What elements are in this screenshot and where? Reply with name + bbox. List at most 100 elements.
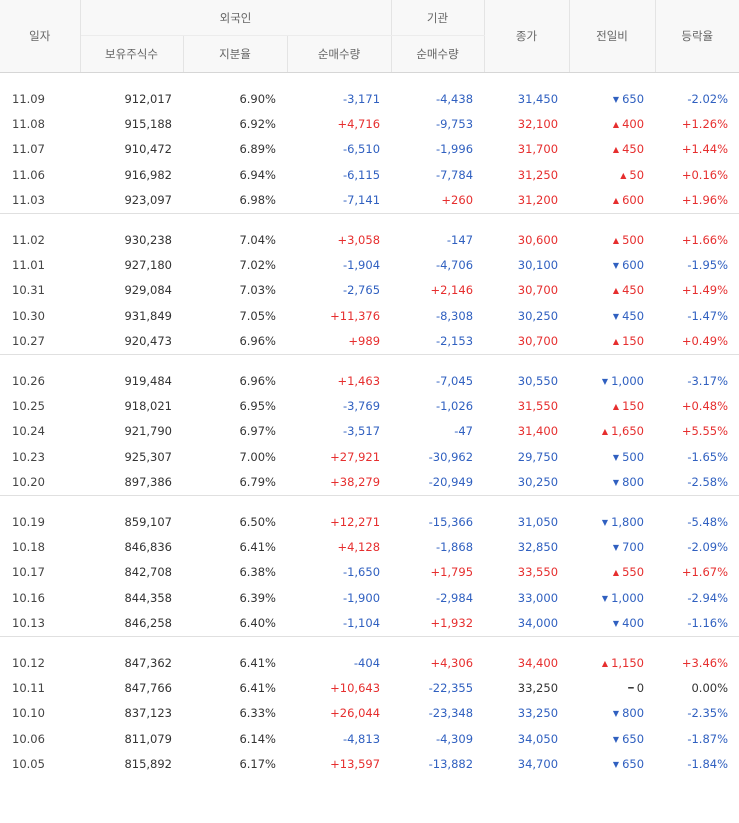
share-cell: 6.96%	[239, 373, 276, 388]
foreign-net-cell: -4,813	[342, 731, 381, 746]
table-body: 11.09 912,017 6.90% -3,171 -4,438 31,450 ▼ 650-…	[0, 73, 739, 777]
foreign-net-cell: -6,115	[342, 167, 381, 182]
change-cell: ▲ 50	[569, 162, 655, 187]
change-cell: ▲ 1,650	[569, 419, 655, 444]
table-row: 10.18 846,836 6.41% +4,128 -1,868 32,850 ▼ 700 -…	[0, 534, 739, 559]
change-value: 1,000	[611, 590, 645, 605]
date-cell: 10.20	[12, 475, 45, 490]
foreign-net-cell: -1,650	[342, 565, 381, 580]
inst-net-cell: -1,996	[435, 142, 474, 157]
change-cell: ▲ 600	[569, 188, 655, 214]
change-cell: ▼ 450	[569, 303, 655, 328]
share-cell: 6.95%	[239, 398, 276, 413]
holdings-cell: 897,386	[124, 475, 172, 490]
foreign-net-cell: +38,279	[330, 475, 381, 490]
triangle-up-icon: ▲	[612, 235, 620, 245]
triangle-up-icon: ▲	[612, 145, 620, 155]
header-rate: 등락율	[655, 0, 739, 73]
inst-net-cell: -7,045	[435, 373, 474, 388]
triangle-up-icon: ▲	[601, 658, 609, 668]
share-cell: 6.33%	[239, 706, 276, 721]
change-value: 150	[622, 398, 645, 413]
date-cell: 10.06	[12, 731, 45, 746]
holdings-cell: 910,472	[124, 142, 172, 157]
change-value: 450	[622, 308, 645, 323]
header-share: 지분율	[183, 35, 288, 73]
foreign-net-cell: -7,141	[342, 193, 381, 208]
table-row: 10.23 925,307 7.00% +27,921 -30,962 29,750 ▼ 50…	[0, 444, 739, 469]
triangle-down-icon: ▼	[612, 478, 620, 488]
share-cell: 6.41%	[239, 680, 276, 695]
table-row: 10.12 847,362 6.41% -404 +4,306 34,400 ▲ 1,150 +…	[0, 650, 739, 675]
change-cell: ▼ 1,000	[569, 368, 655, 393]
change-value: 800	[622, 475, 645, 490]
date-cell: 10.17	[12, 565, 45, 580]
inst-net-cell: -8,308	[435, 308, 474, 323]
triangle-down-icon: ▼	[601, 593, 609, 603]
table-row: 11.06 916,982 6.94% -6,115 -7,784 31,250 ▲ 50 +0…	[0, 162, 739, 187]
holdings-cell: 846,836	[124, 539, 172, 554]
close-price-cell: 30,250	[517, 308, 559, 323]
change-cell: ▼ 500	[569, 444, 655, 469]
share-cell: 6.89%	[239, 142, 276, 157]
header-change: 전일비	[569, 0, 656, 73]
close-price-cell: 31,550	[517, 398, 559, 413]
change-value: 50	[629, 167, 645, 182]
change-value: 1,650	[611, 424, 645, 439]
header-foreign-net: 순매수량	[287, 35, 392, 73]
table-row: 11.02 930,238 7.04% +3,058 -147 30,600 ▲ 500 +1.…	[0, 227, 739, 252]
date-cell: 10.11	[12, 680, 45, 695]
rate-cell: +1.49%	[681, 283, 729, 298]
change-cell: ▲ 150	[569, 393, 655, 418]
share-cell: 6.94%	[239, 167, 276, 182]
inst-net-cell: -20,949	[428, 475, 474, 490]
holdings-cell: 916,982	[124, 167, 172, 182]
table-row: 11.08 915,188 6.92% +4,716 -9,753 32,100 ▲ 400 +…	[0, 111, 739, 136]
inst-net-cell: -15,366	[428, 514, 474, 529]
triangle-up-icon: ▲	[612, 401, 620, 411]
foreign-net-cell: -404	[353, 655, 381, 670]
triangle-up-icon: ▲	[612, 337, 620, 347]
change-cell: ▲ 400	[569, 111, 655, 136]
triangle-down-icon: ▼	[612, 709, 620, 719]
date-cell: 11.09	[12, 91, 45, 106]
change-cell: ▲ 450	[569, 137, 655, 162]
change-cell: ▲ 500	[569, 227, 655, 252]
holdings-cell: 847,362	[124, 655, 172, 670]
triangle-up-icon: ▲	[612, 568, 620, 578]
foreign-net-cell: +27,921	[330, 449, 381, 464]
inst-net-cell: -147	[446, 232, 474, 247]
close-price-cell: 34,050	[517, 731, 559, 746]
group-spacer	[0, 73, 739, 87]
date-cell: 11.01	[12, 258, 45, 273]
change-value: 650	[622, 91, 645, 106]
date-cell: 10.18	[12, 539, 45, 554]
header-date: 일자	[0, 0, 81, 73]
foreign-net-cell: +1,463	[337, 373, 381, 388]
inst-net-cell: -4,438	[435, 91, 474, 106]
date-cell: 10.23	[12, 449, 45, 464]
foreign-net-cell: -3,769	[342, 398, 381, 413]
change-value: 700	[622, 539, 645, 554]
rate-cell: -1.95%	[687, 258, 729, 273]
change-cell: ▲ 150	[569, 329, 655, 355]
inst-net-cell: -47	[454, 424, 474, 439]
rate-cell: -1.84%	[687, 757, 729, 772]
rate-cell: +0.48%	[681, 398, 729, 413]
inst-net-cell: -9,753	[435, 117, 474, 132]
foreign-net-cell: +4,716	[337, 117, 381, 132]
triangle-down-icon: ▼	[612, 311, 620, 321]
rate-cell: +0.49%	[681, 334, 729, 349]
triangle-down-icon: ▼	[612, 619, 620, 629]
share-cell: 6.14%	[239, 731, 276, 746]
date-cell: 10.27	[12, 334, 45, 349]
share-cell: 7.05%	[239, 308, 276, 323]
triangle-up-icon: ▲	[601, 427, 609, 437]
date-cell: 10.24	[12, 424, 45, 439]
header-close: 종가	[484, 0, 570, 73]
table-row: 10.27 920,473 6.96% +989 -2,153 30,700 ▲ 150 +0.…	[0, 329, 739, 355]
triangle-down-icon: ▼	[601, 376, 609, 386]
change-value: 0	[636, 680, 645, 695]
change-cell: ━ 0	[569, 675, 655, 700]
rate-cell: +3.46%	[681, 655, 729, 670]
